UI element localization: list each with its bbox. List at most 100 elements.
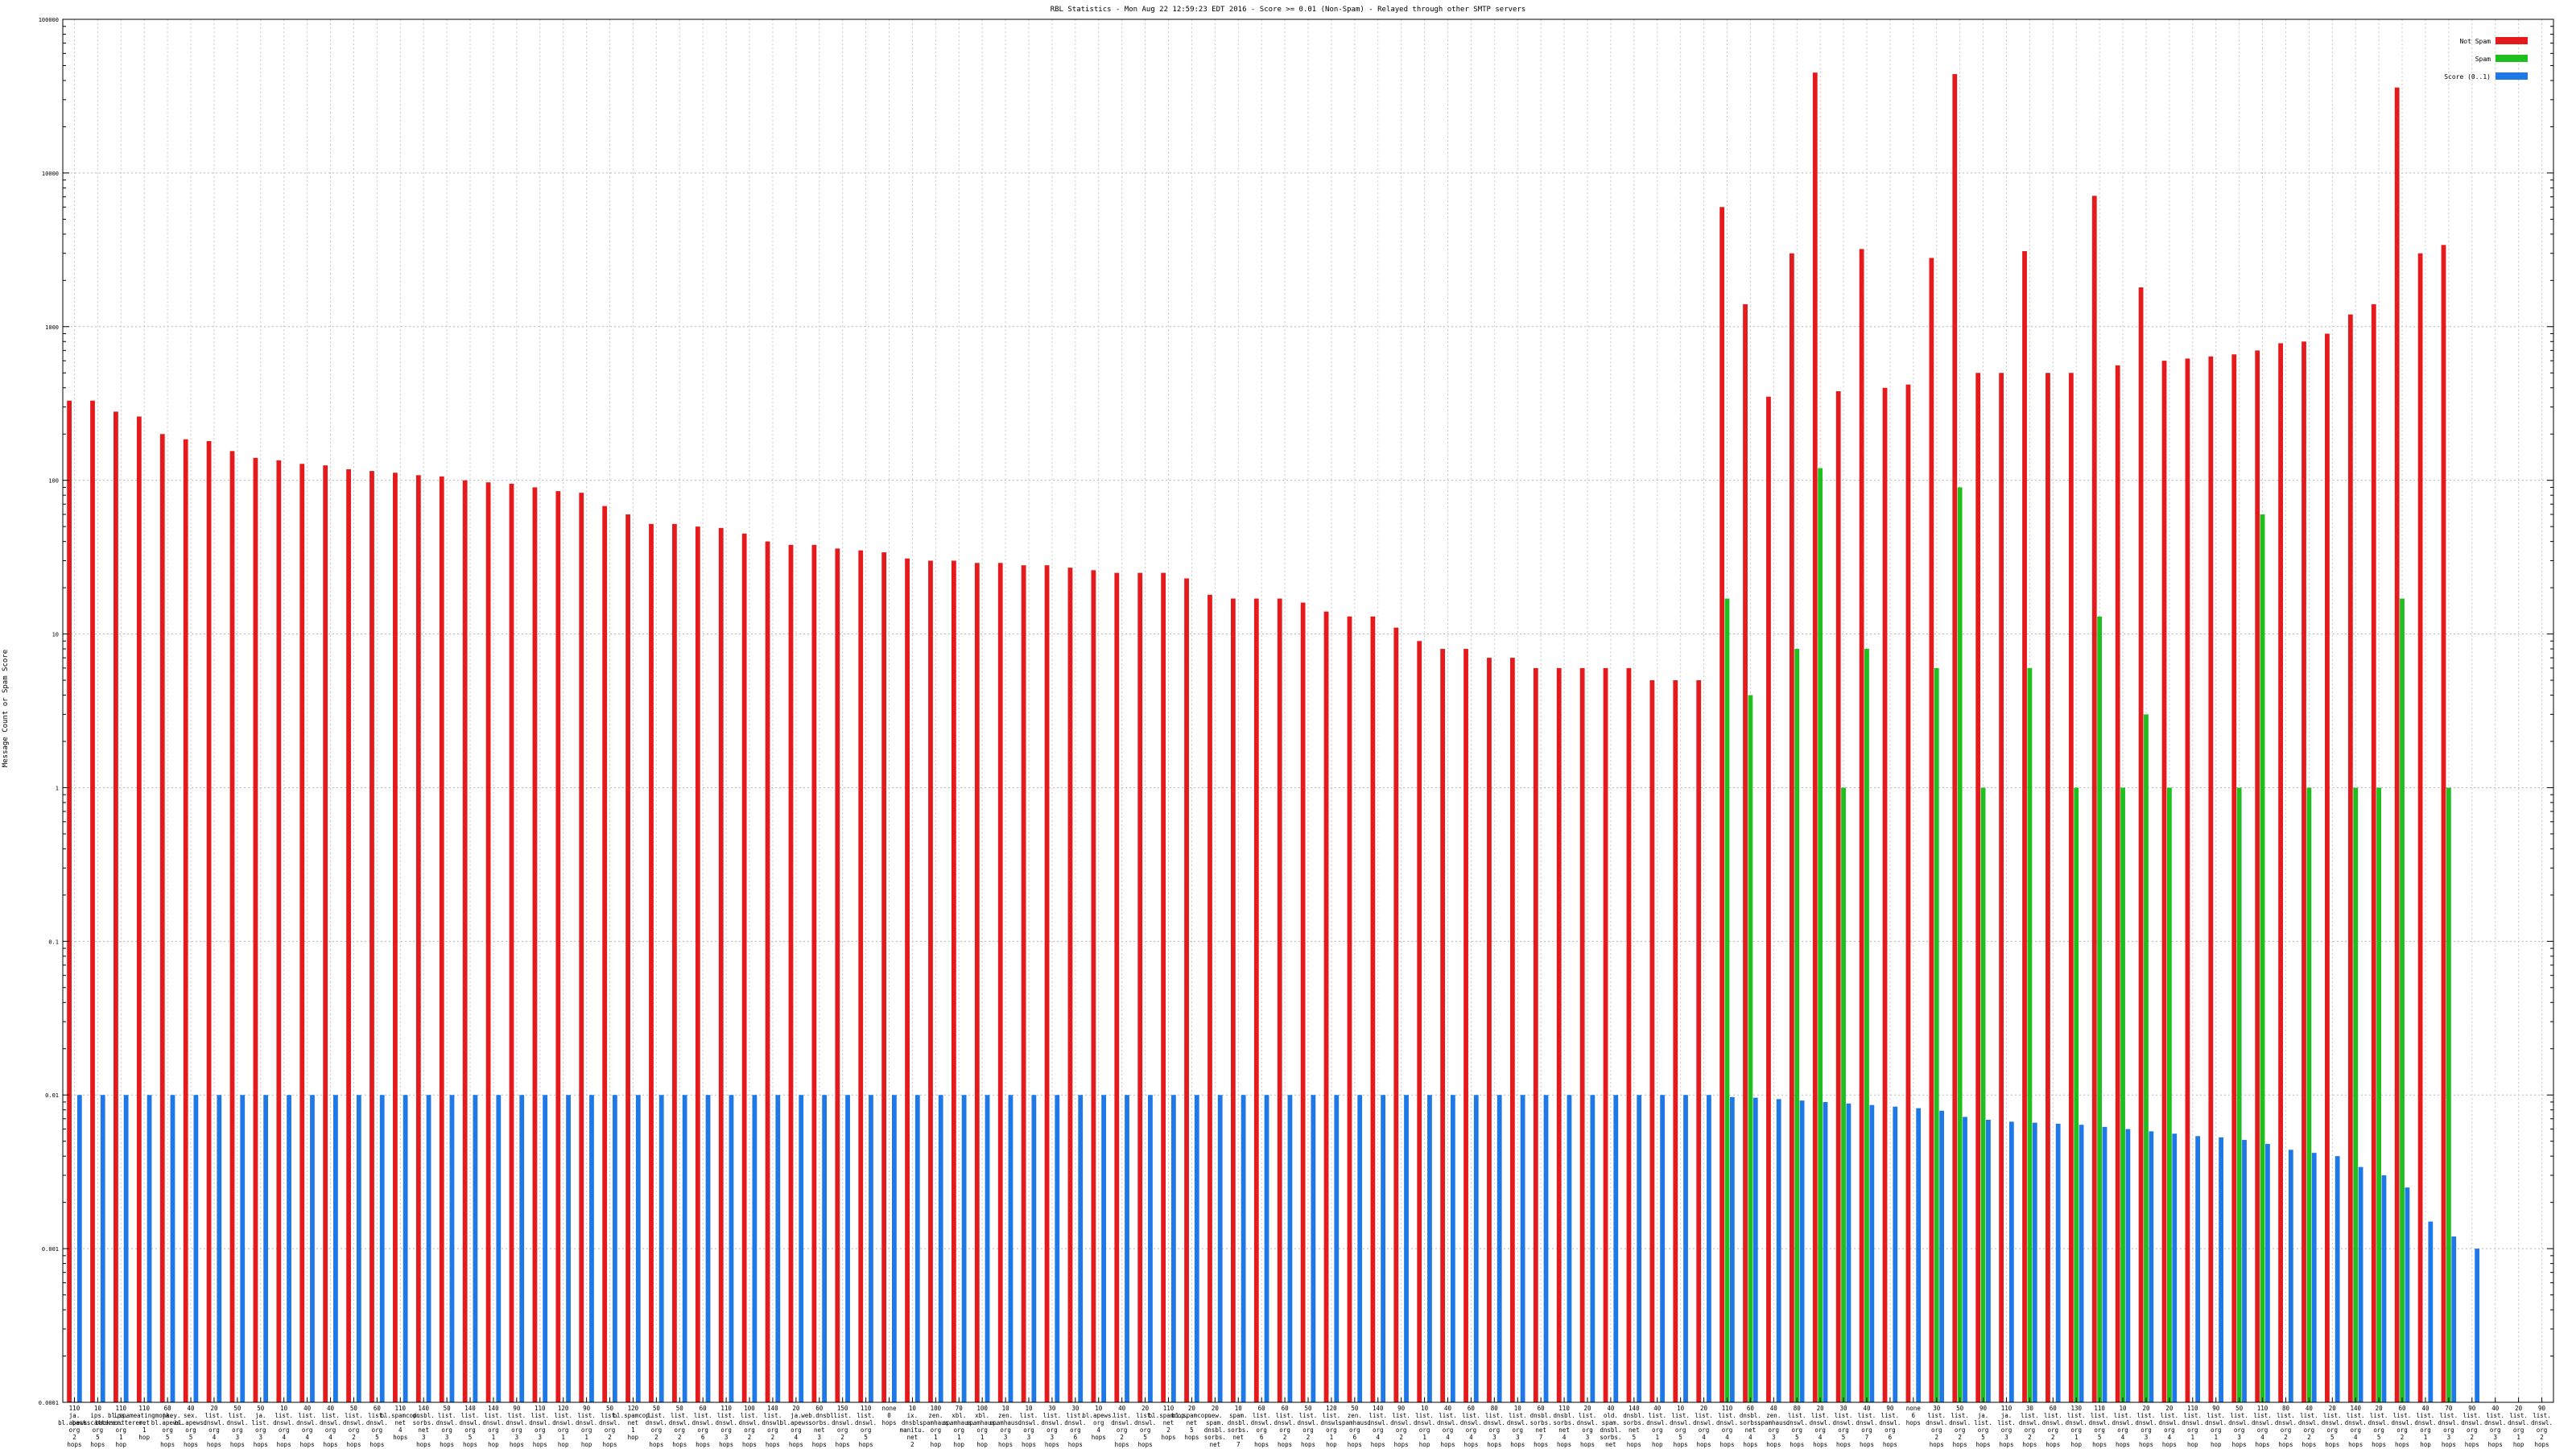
x-tick-label: 100 list. dnswl. org 2 hops xyxy=(738,1405,760,1448)
legend-label: Not Spam xyxy=(2459,38,2491,45)
bar-not-spam xyxy=(602,506,608,1402)
bar-not-spam xyxy=(2394,87,2400,1403)
x-tick-label: 30 list. dnswl. org 5 hops xyxy=(1833,1405,1855,1448)
bar-not-spam xyxy=(1370,616,1376,1402)
bar-not-spam xyxy=(1487,658,1492,1402)
bar-score-0-1- xyxy=(914,1095,920,1402)
bar-not-spam xyxy=(1696,680,1702,1402)
bar-spam xyxy=(2027,667,2033,1402)
bar-not-spam xyxy=(952,560,956,1402)
bar-marks xyxy=(67,72,2480,1403)
x-tick-label: 60 list. dnswl. org 4 hops xyxy=(1460,1405,1482,1448)
x-tick-label: 60 dnsbl. sorbs. net 7 hops xyxy=(1530,1405,1552,1448)
bar-score-0-1- xyxy=(1893,1106,1898,1402)
bar-not-spam xyxy=(532,487,538,1402)
bar-not-spam xyxy=(2347,314,2353,1402)
x-tick-label: 110 list. dnswl. org 3 hops xyxy=(716,1405,737,1448)
x-tick-label: 110 dnsbl. sorbs. net 4 hops xyxy=(1554,1405,1575,1448)
bar-not-spam xyxy=(159,434,165,1402)
bar-not-spam xyxy=(1766,396,1771,1403)
x-tick-label: 50 zen. spamhaus. org 6 hops xyxy=(1339,1405,1372,1448)
bar-spam xyxy=(1980,787,1986,1402)
x-tick-label: 50 list. dnswl. org 2 hops xyxy=(1949,1405,1971,1448)
bar-score-0-1- xyxy=(2334,1156,2340,1402)
bar-score-0-1- xyxy=(170,1095,175,1402)
bar-score-0-1- xyxy=(1916,1108,1922,1402)
y-tick-labels: 0.0001 0.001 0.01 0.1 1 10 100 1000 10000 100000 xyxy=(39,17,59,1406)
x-tick-label: 110 list. dnswl. org 5 hops xyxy=(2089,1405,2111,1448)
x-tick-label: none 6 hops xyxy=(1906,1405,1922,1426)
bar-not-spam xyxy=(1556,667,1562,1402)
bar-not-spam xyxy=(2046,373,2050,1402)
bar-score-0-1- xyxy=(938,1095,943,1402)
bar-score-0-1- xyxy=(1334,1095,1340,1402)
bar-not-spam xyxy=(229,451,235,1402)
bar-not-spam xyxy=(2325,333,2330,1403)
bar-not-spam xyxy=(1626,667,1632,1402)
bar-spam xyxy=(2400,598,2405,1402)
bar-not-spam xyxy=(136,416,142,1402)
bar-not-spam xyxy=(1161,572,1166,1402)
x-tick-label: 40 list. dnswl. org 2 hops xyxy=(1111,1405,1133,1448)
bar-not-spam xyxy=(323,465,328,1402)
x-tick-label: 10 list. dnswl. org 3 hops xyxy=(1507,1405,1529,1448)
x-tick-label: 90 list. dnswl. org 2 hops xyxy=(2531,1405,2553,1448)
bar-spam xyxy=(2260,514,2265,1402)
x-tick-label: 110 list. dnswl. org 5 hops xyxy=(855,1405,877,1448)
bar-not-spam xyxy=(997,563,1003,1402)
bar-not-spam xyxy=(462,480,468,1402)
x-tick-label: 70 list. dnswl. org 3 hops xyxy=(2438,1405,2459,1448)
bar-score-0-1- xyxy=(76,1095,82,1402)
x-tick-label: 10 list. dnswl. org 4 hops xyxy=(2112,1405,2134,1448)
x-tick-label: 10 ips. backscatterer. org 5 hops xyxy=(72,1405,123,1448)
bar-spam xyxy=(2306,787,2312,1402)
bar-score-0-1- xyxy=(1357,1095,1363,1402)
x-tick-label: 10 bl.apews. org 4 hops xyxy=(1082,1405,1115,1441)
bar-score-0-1- xyxy=(333,1095,338,1402)
bar-score-0-1- xyxy=(310,1095,315,1402)
bar-score-0-1- xyxy=(379,1095,385,1402)
bar-not-spam xyxy=(1091,570,1096,1402)
bar-not-spam xyxy=(741,533,747,1403)
bar-spam xyxy=(2376,787,2382,1402)
bar-score-0-1- xyxy=(1381,1095,1386,1402)
bar-score-0-1- xyxy=(566,1095,571,1402)
bar-spam xyxy=(1957,487,1963,1402)
x-tick-label: 90 list. dnswl. org 6 hops xyxy=(1879,1405,1901,1448)
bar-score-0-1- xyxy=(682,1095,687,1402)
x-tick-label: 140 list. dnswl. org 1 hop xyxy=(482,1405,504,1448)
x-tick-label: 130 list. dnswl. org 1 hop xyxy=(2066,1405,2087,1448)
x-tick-label: none 0 hops xyxy=(881,1405,897,1426)
bar-not-spam xyxy=(1673,680,1678,1402)
bar-not-spam xyxy=(1393,627,1399,1402)
x-tick-label: 140 list. dnswl. org 5 hops xyxy=(459,1405,481,1448)
x-tick-label: 120 list. dnswl. org 1 hop xyxy=(1320,1405,1342,1448)
bar-not-spam xyxy=(299,464,305,1403)
bar-not-spam xyxy=(114,411,118,1402)
bar-not-spam xyxy=(439,476,444,1402)
x-tick-label: 100 zen. spamhaus. org 1 hop xyxy=(919,1405,952,1448)
bar-score-0-1- xyxy=(1473,1095,1479,1402)
y-tick-label: 100000 xyxy=(39,17,59,23)
x-tick-label: 140 dnsbl. sorbs. net 5 hops xyxy=(1623,1405,1645,1448)
x-tick-label: 40 zen. spamhaus. org 3 hops xyxy=(1757,1405,1790,1448)
bar-score-0-1- xyxy=(2475,1249,2480,1402)
bar-spam xyxy=(1794,649,1800,1402)
bar-score-0-1- xyxy=(1613,1095,1619,1402)
bar-spam xyxy=(1934,667,1939,1402)
bar-not-spam xyxy=(1347,616,1352,1402)
bar-not-spam xyxy=(1184,578,1189,1402)
bar-score-0-1- xyxy=(1125,1095,1129,1402)
x-tick-label: 60 list. dnswl. org 5 hops xyxy=(366,1405,388,1448)
bar-score-0-1- xyxy=(658,1095,664,1402)
bar-score-0-1- xyxy=(1683,1095,1688,1402)
bar-score-0-1- xyxy=(2149,1131,2154,1402)
bar-score-0-1- xyxy=(2079,1125,2084,1402)
x-tick-label: 50 list. dnswl. org 2 hops xyxy=(669,1405,691,1448)
bar-score-0-1- xyxy=(193,1095,199,1402)
bar-not-spam xyxy=(1323,611,1329,1402)
x-tick-label: 50 list. dnswl. org 2 hops xyxy=(646,1405,667,1448)
bar-score-0-1- xyxy=(1590,1095,1596,1402)
